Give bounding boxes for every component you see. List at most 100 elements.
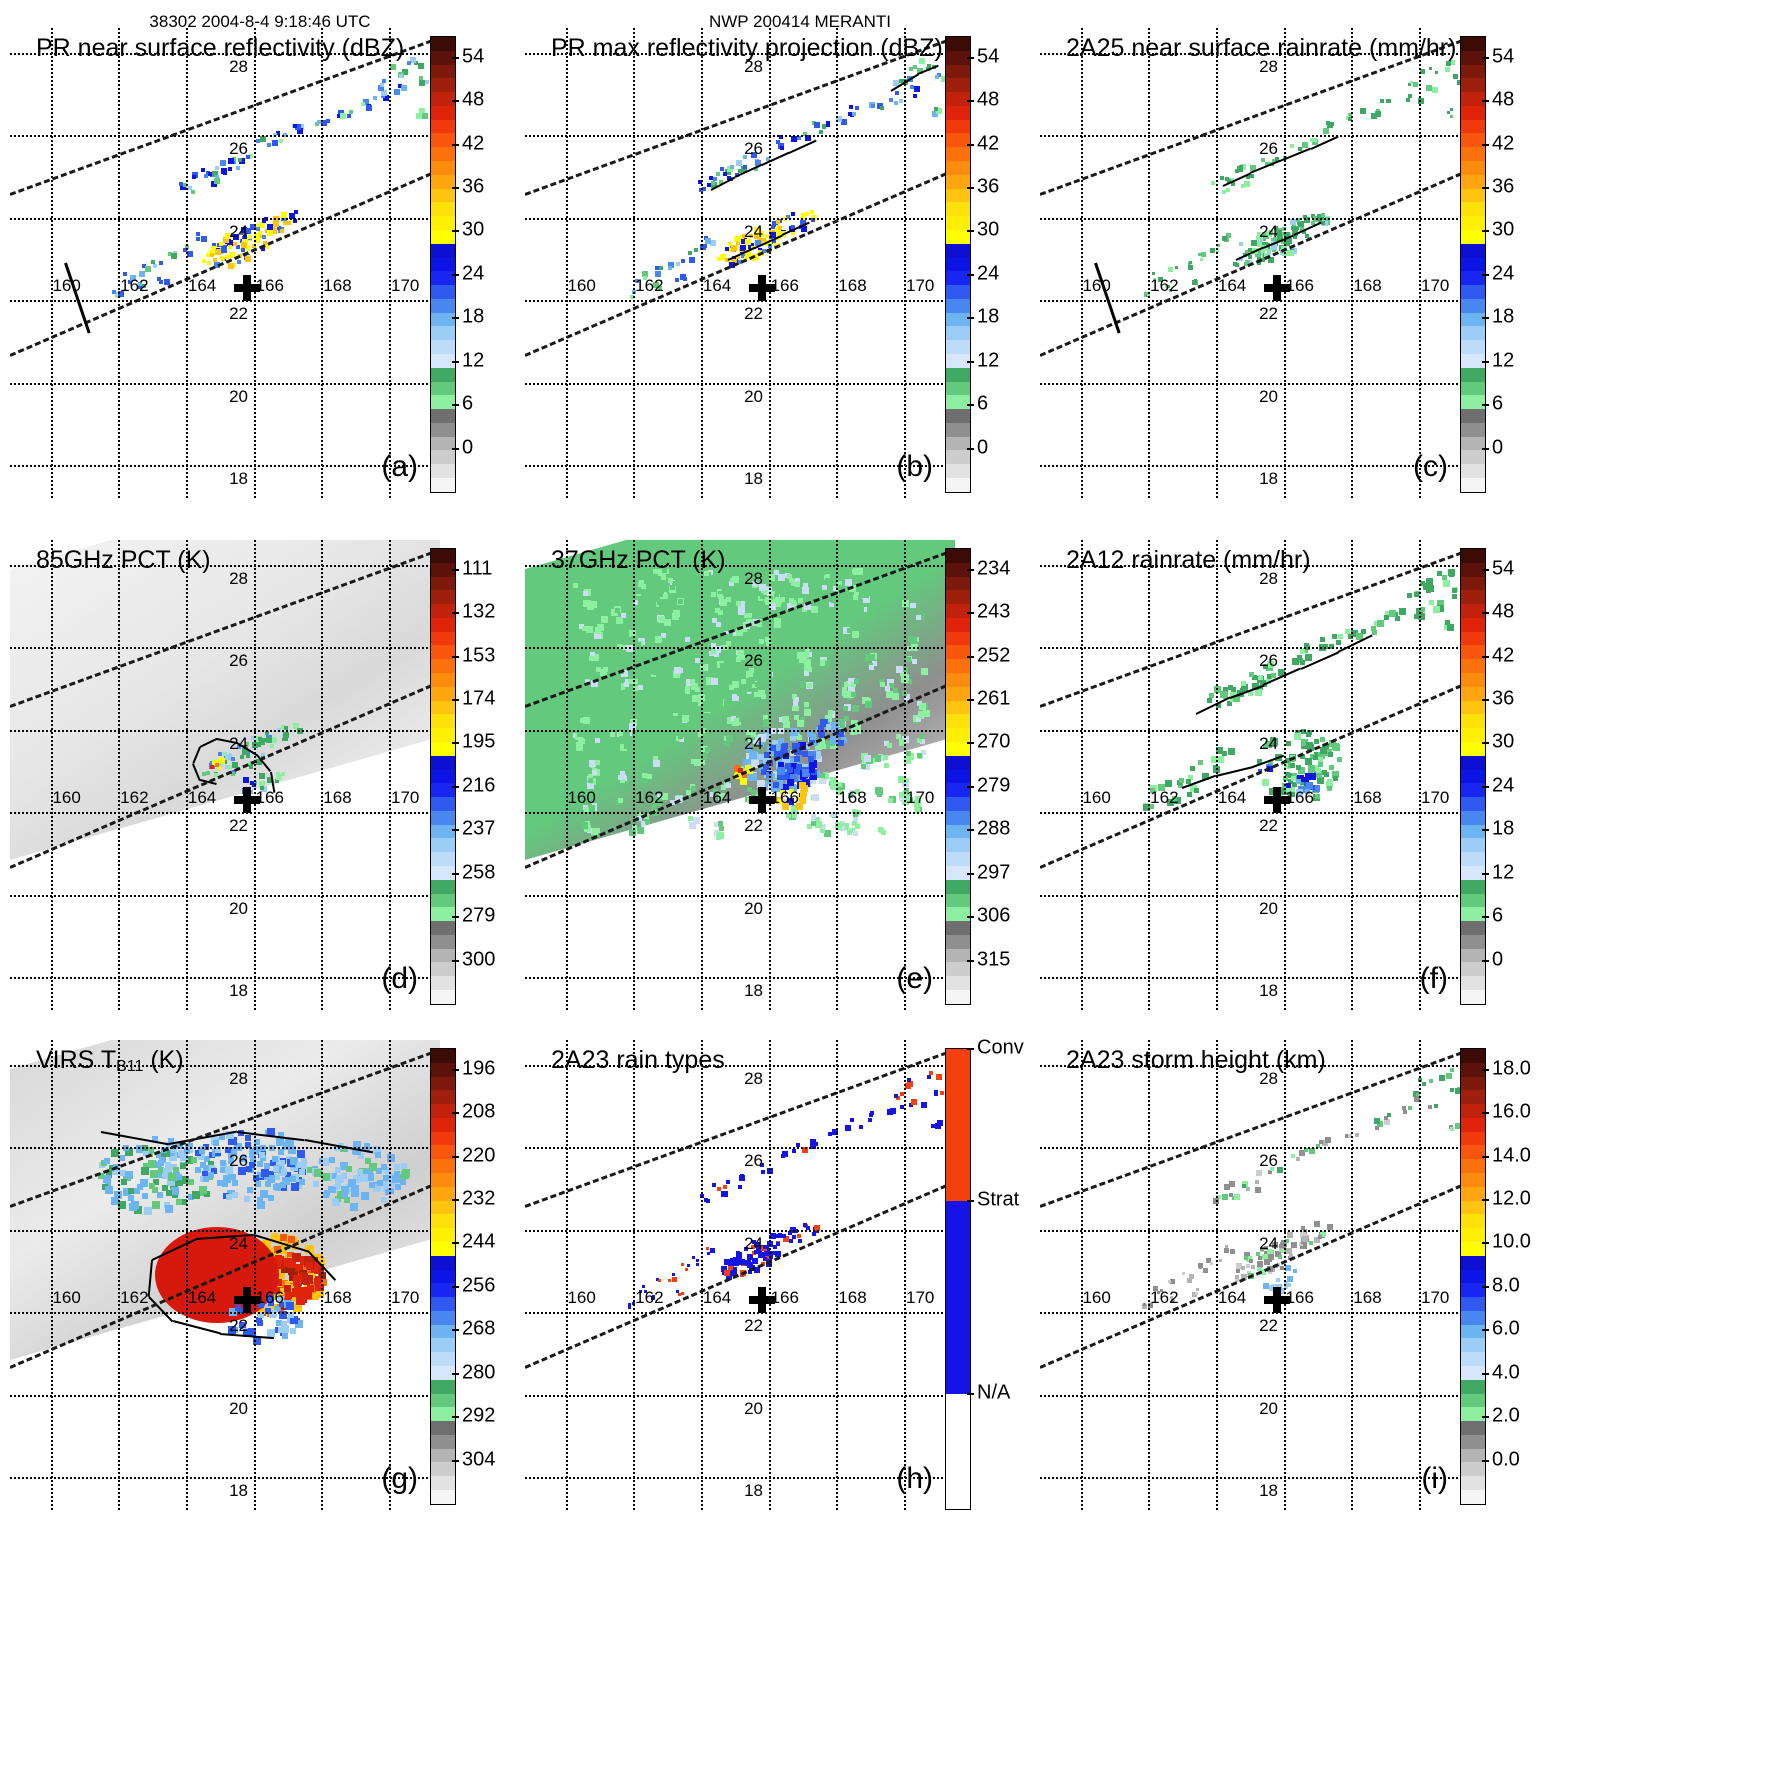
data-pixel-farne [1451, 593, 1457, 599]
data-pixel-farne [1442, 580, 1450, 588]
panel-canvas-i: 160 162 164 166 168 170 18 20 22 24 26 28 [1040, 1040, 1470, 1510]
data-pixel-core [228, 244, 233, 249]
data-pixel-outer [1319, 637, 1325, 643]
data-pixel-farne [1445, 67, 1450, 72]
data-pixel-cirrus-ne [345, 1183, 354, 1192]
gridline-lon-170 [1419, 28, 1422, 498]
panel-i[interactable]: 160 162 164 166 168 170 18 20 22 24 26 28 2A23 storm… [1040, 1040, 1470, 1510]
lon-tick-label-160: 160 [52, 275, 81, 295]
colorbar-tick-f-6: 18 [1492, 817, 1515, 840]
data-pixel-strat-arm [705, 1247, 709, 1250]
gridline-lat-22 [1040, 1312, 1470, 1315]
data-pixel-bg [591, 680, 599, 688]
data-pixel-core [222, 752, 227, 757]
data-pixel-cdo-hot [292, 1288, 302, 1297]
data-pixel-outer [1376, 1120, 1383, 1127]
data-pixel-bg [719, 663, 727, 670]
panel-c[interactable]: 160 162 164 166 168 170 18 20 22 24 26 28 2A25 near … [1040, 28, 1470, 498]
colorbar-band-b-28 [946, 422, 970, 437]
lon-tick-label-164: 164 [187, 275, 217, 295]
data-pixel-farne [1435, 70, 1439, 74]
panel-f[interactable]: 160 162 164 166 168 170 18 20 22 24 26 28 2A12 rainr… [1040, 540, 1470, 1010]
colorbar-tickmark-a-5 [452, 273, 459, 276]
data-pixel-outer [1347, 112, 1352, 117]
data-pixel-cirrus-nw [184, 1142, 193, 1151]
data-pixel-bg [690, 785, 696, 791]
data-pixel-outer [1247, 690, 1253, 696]
colorbar-tickmark-c-6 [1482, 317, 1489, 320]
data-pixel-cirrus-nw [119, 1170, 126, 1177]
data-pixel-outer [1437, 604, 1444, 612]
data-pixel-bg [909, 602, 915, 608]
colorbar-band-c-8 [1461, 147, 1485, 162]
colorbar-band-f-17 [1461, 783, 1485, 798]
colorbar-band-c-24 [1461, 367, 1485, 382]
data-pixel-bg [919, 714, 925, 720]
storm-center-cross-marker [1264, 786, 1290, 813]
lon-tick-label-162: 162 [120, 787, 149, 807]
data-pixel-bg [623, 617, 629, 623]
data-pixel-farne [1446, 61, 1452, 67]
data-pixel-bg [624, 743, 629, 749]
data-pixel-outer [1229, 1181, 1236, 1188]
data-pixel-strat-core [751, 1245, 756, 1250]
data-pixel-farne [912, 65, 917, 70]
data-pixel-cirrus-ne [357, 1153, 364, 1160]
data-pixel-core [1292, 234, 1297, 239]
data-pixel-bg [725, 640, 731, 646]
data-pixel-core [1261, 250, 1266, 255]
data-pixel-arm [1196, 1287, 1200, 1291]
data-pixel-cirrus-ne [380, 1163, 387, 1170]
data-pixel-bg [899, 669, 907, 677]
data-pixel-arm [1222, 236, 1228, 242]
colorbar-band-a-1 [431, 50, 455, 65]
data-pixel-core [772, 781, 779, 788]
colorbar-band-b-6 [946, 119, 970, 134]
data-pixel-cirrus-n [268, 1171, 275, 1178]
data-pixel-bg [822, 585, 828, 591]
data-pixel-core [232, 233, 239, 240]
data-pixel-core [223, 236, 229, 243]
data-pixel-core [247, 762, 252, 766]
colorbar-band-b-8 [946, 147, 970, 162]
data-pixel-south [237, 1307, 244, 1314]
data-pixel-outer [1230, 182, 1235, 187]
data-pixel-core [1320, 212, 1325, 217]
data-pixel-outer [1347, 633, 1353, 639]
colorbar-band-d-10 [431, 686, 455, 701]
gridline-lat-22 [1040, 300, 1470, 303]
data-pixel-strat-ne [934, 1092, 938, 1096]
data-pixel-cirrus-nw [187, 1194, 194, 1201]
data-pixel-cirrus-nw [168, 1150, 175, 1157]
colorbar-band-e-17 [946, 783, 970, 798]
data-pixel-strat-core [778, 1232, 783, 1237]
panel-a[interactable]: 160 162 164 166 168 170 18 20 22 24 26 28 PR near su… [10, 28, 440, 498]
data-pixel-strat-arm [671, 1276, 677, 1282]
panel-h[interactable]: 160 162 164 166 168 170 18 20 22 24 26 28 2A23 rain … [525, 1040, 955, 1510]
colorbar-band-i-11 [1461, 1200, 1485, 1215]
data-pixel-bg [900, 796, 906, 802]
gridline-lat-22 [525, 1312, 955, 1315]
data-pixel-bg [594, 632, 602, 640]
data-pixel-bg [736, 691, 742, 696]
panel-e[interactable]: 160 162 164 166 168 170 18 20 22 24 26 28 37GHz PCT … [525, 540, 955, 1010]
data-pixel-outer [738, 168, 743, 173]
data-pixel-cirrus-n [219, 1166, 226, 1173]
panel-b[interactable]: 160 162 164 166 168 170 18 20 22 24 26 28 PR max ref… [525, 28, 955, 498]
colorbar-tickmark-b-2 [967, 143, 974, 146]
data-pixel-broad [1320, 746, 1327, 754]
data-pixel-bg [624, 682, 629, 688]
data-pixel-cdo-warm [288, 1236, 296, 1244]
colorbar-tickmark-e-3 [967, 698, 974, 701]
data-pixel-bg [867, 607, 875, 614]
data-pixel-outer [736, 159, 742, 166]
data-pixel-bg [585, 679, 591, 685]
data-pixel-bg [615, 608, 621, 614]
panel-d[interactable]: 160 162 164 166 168 170 18 20 22 24 26 28 85GHz PCT … [10, 540, 440, 1010]
data-pixel-strat-arm [681, 1262, 685, 1266]
panel-g[interactable]: 160 162 164 166 168 170 18 20 22 24 26 28 VIRS TB11 … [10, 1040, 440, 1510]
lon-tick-label-168: 168 [323, 787, 352, 807]
data-pixel-cirrus-n [228, 1138, 235, 1145]
data-pixel-bg [668, 577, 674, 583]
data-pixel-neband [812, 740, 819, 747]
